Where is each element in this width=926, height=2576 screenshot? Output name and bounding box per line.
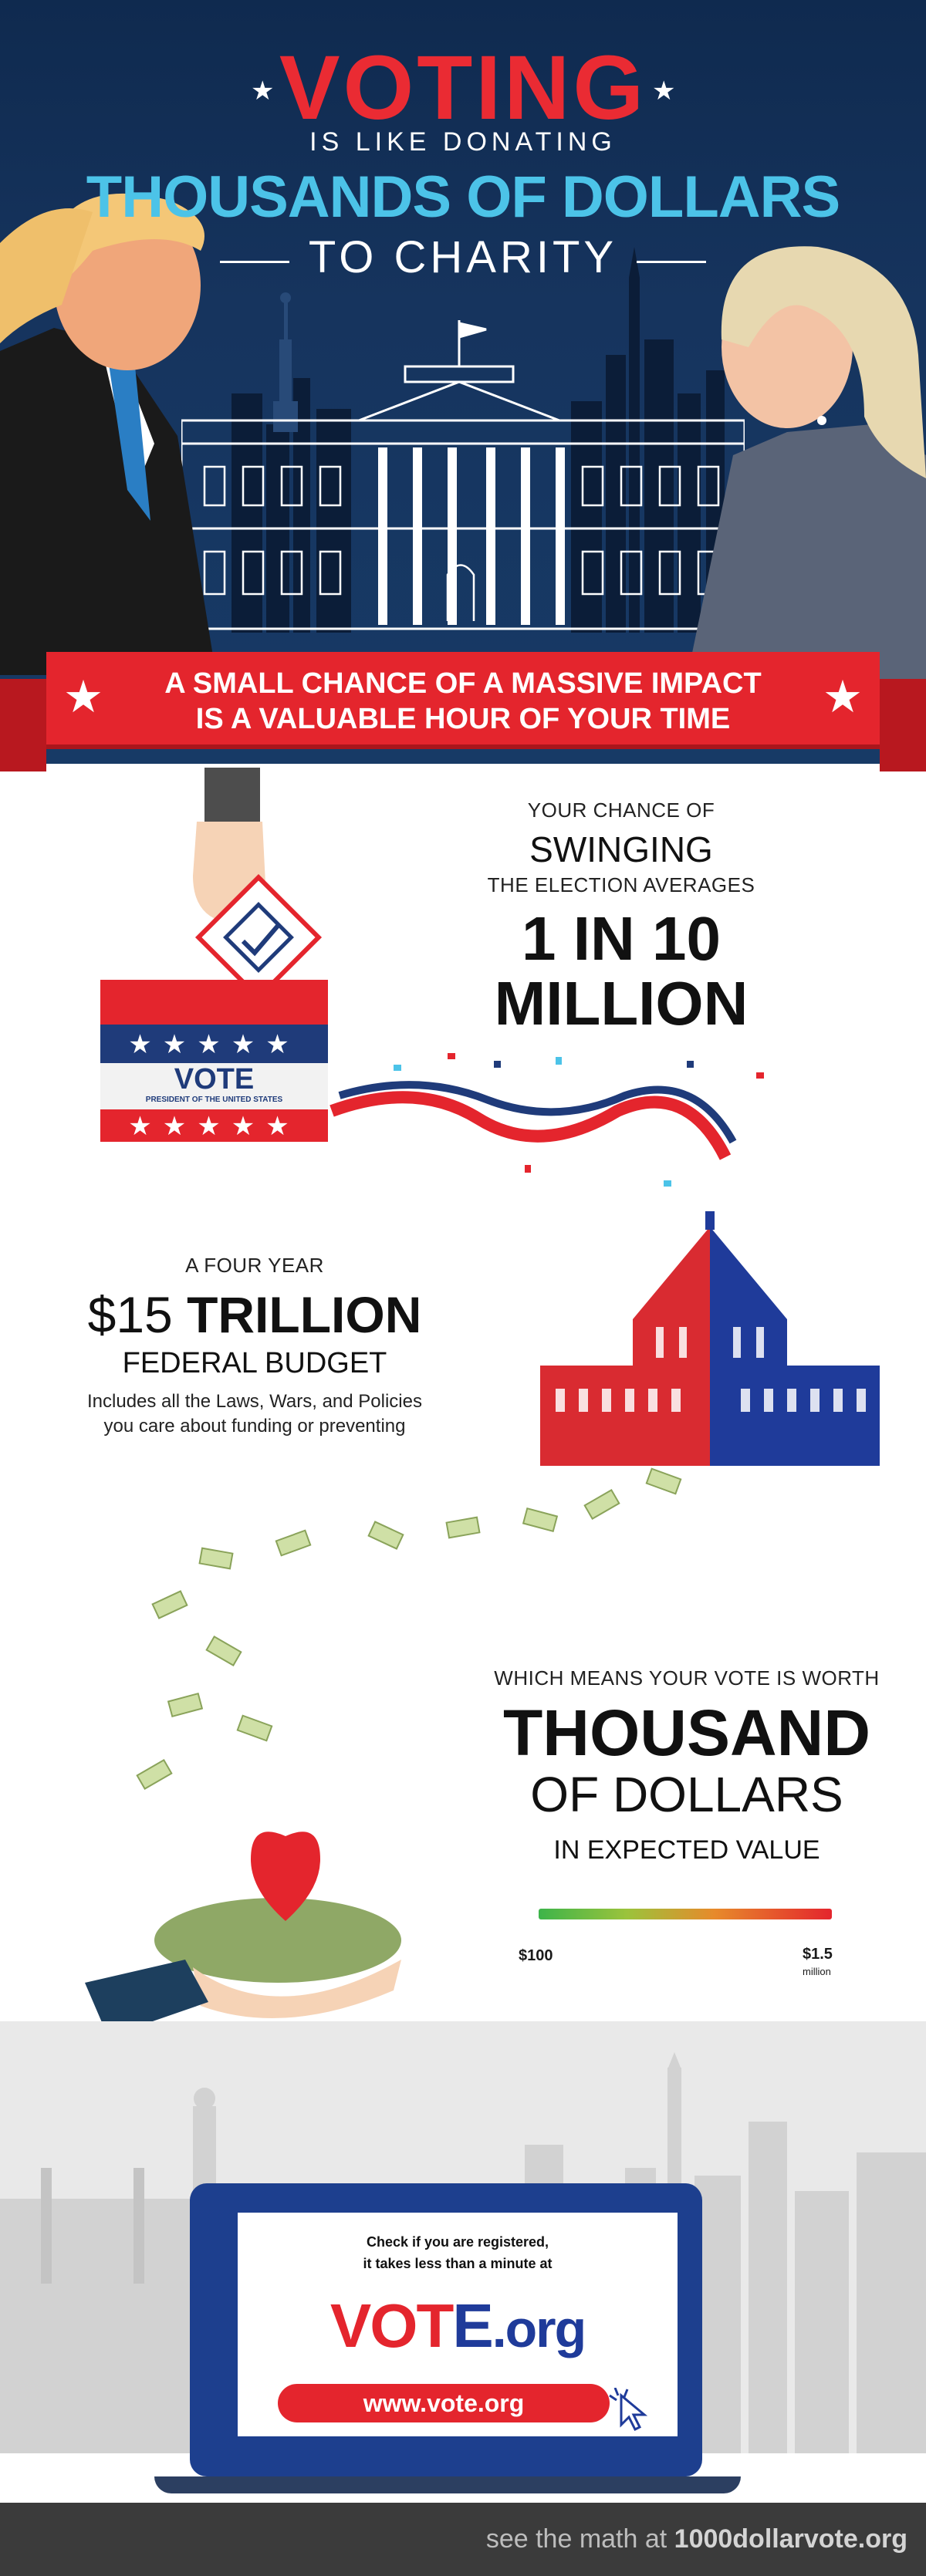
ballot-box-president-label: PRESIDENT OF THE UNITED STATES <box>145 1096 283 1104</box>
scale-max-unit: million <box>803 1966 831 1977</box>
value-scale-bar <box>539 1909 832 1919</box>
statue-of-liberty-icon <box>273 292 298 432</box>
logo-vote-text: VOT <box>330 2291 454 2360</box>
banner-tail-left <box>0 679 46 771</box>
banner-line-2: IS A VALUABLE HOUR OF YOUR TIME <box>195 703 731 735</box>
budget-amount-prefix: $15 <box>87 1286 173 1343</box>
budget-text-block: A FOUR YEAR $15 TRILLION FEDERAL BUDGET … <box>73 1254 436 1437</box>
footer-site-link[interactable]: 1000dollarvote.org <box>674 2524 907 2554</box>
vote-org-logo[interactable]: VOTE.org <box>238 2295 678 2357</box>
header-hero: ★ VOTING ★ IS LIKE DONATING THOUSANDS OF… <box>0 0 926 764</box>
white-house-illustration <box>181 320 745 630</box>
budget-amount: $15 TRILLION <box>73 1284 436 1345</box>
budget-amount-word: TRILLION <box>187 1286 422 1343</box>
ballot-box-stars-top-icon: ★★★★★ <box>128 1030 300 1059</box>
banner-star-right-icon: ★ <box>823 672 863 722</box>
laptop-base <box>154 2476 741 2493</box>
ballot-box-stars-band: ★★★★★ <box>100 1025 328 1063</box>
worth-text-block: WHICH MEANS YOUR VOTE IS WORTH THOUSAND … <box>478 1666 895 1865</box>
right-candidate-portrait <box>687 246 926 679</box>
ribbon-confetti-illustration <box>330 1053 764 1187</box>
worth-line-4: IN EXPECTED VALUE <box>553 1835 820 1865</box>
title-thousands-of-dollars: THOUSANDS OF DOLLARS <box>86 164 840 230</box>
logo-org-text: .org <box>492 2300 586 2358</box>
registration-line-2: it takes less than a minute at <box>363 2256 553 2271</box>
worth-big-1: THOUSAND <box>503 1697 870 1769</box>
ballot-box-label-band <box>100 1063 328 1109</box>
cursor-click-icon <box>609 2388 648 2432</box>
banner-tail-right <box>880 679 926 771</box>
hand-holding-heart-illustration <box>85 1832 401 2037</box>
banner-line-1: A SMALL CHANCE OF A MASSIVE IMPACT <box>164 667 762 700</box>
ballot-box-vote-label: VOTE <box>174 1063 255 1096</box>
capitol-building-illustration <box>540 1211 880 1466</box>
title-to-charity: TO CHARITY <box>308 232 618 282</box>
chance-line-1: YOUR CHANCE OF <box>527 798 715 822</box>
title-is-like-donating: IS LIKE DONATING <box>309 127 617 157</box>
budget-desc-1: Includes all the Laws, Wars, and Policie… <box>87 1391 422 1412</box>
left-candidate-portrait <box>0 193 216 675</box>
title-voting: VOTING <box>279 37 647 139</box>
title-star-left-icon: ★ <box>251 76 275 106</box>
chance-swinging: SWINGING <box>529 829 713 869</box>
banner-star-left-icon: ★ <box>63 672 103 722</box>
ballot-box: ★★★★★ VOTE PRESIDENT OF THE UNITED STATE… <box>100 980 328 1142</box>
scale-min-label: $100 <box>519 1947 553 1964</box>
chance-text-block: YOUR CHANCE OF SWINGING THE ELECTION AVE… <box>440 798 803 1036</box>
logo-e-text: E <box>452 2291 493 2360</box>
budget-line-1: A FOUR YEAR <box>185 1254 324 1277</box>
hand-casting-ballot-illustration <box>193 768 323 1001</box>
footer-text: see the math at 1000dollarvote.org <box>486 2524 907 2554</box>
ballot-box-bottom: ★★★★★ <box>100 1109 328 1142</box>
footer-prefix: see the math at <box>485 2524 674 2554</box>
vote-org-url-button[interactable]: www.vote.org <box>278 2384 610 2422</box>
registration-prompt: Check if you are registered, it takes le… <box>238 2231 678 2274</box>
scale-max-label: $1.5 <box>803 1946 833 1963</box>
worth-line-1: WHICH MEANS YOUR VOTE IS WORTH <box>494 1666 880 1690</box>
chance-line-3: THE ELECTION AVERAGES <box>487 873 755 896</box>
ballot-box-stars-bottom-icon: ★★★★★ <box>128 1112 300 1141</box>
chance-big-1: 1 IN 10 <box>522 904 721 973</box>
title-rule-right <box>637 261 706 263</box>
banner-text: A SMALL CHANCE OF A MASSIVE IMPACT IS A … <box>46 666 880 737</box>
title-star-right-icon: ★ <box>652 76 676 106</box>
worth-big-2: OF DOLLARS <box>530 1767 843 1822</box>
title-rule-left <box>220 261 289 263</box>
ballot-box-top <box>100 980 328 1025</box>
tagline-banner: ★ A SMALL CHANCE OF A MASSIVE IMPACT IS … <box>46 652 880 744</box>
footer: see the math at 1000dollarvote.org <box>0 2503 926 2576</box>
budget-desc-2: you care about funding or preventing <box>103 1416 406 1437</box>
budget-line-3: FEDERAL BUDGET <box>122 1347 387 1379</box>
chance-big-2: MILLION <box>494 969 749 1038</box>
money-trail-illustration <box>136 1467 682 1791</box>
registration-line-1: Check if you are registered, <box>366 2234 549 2250</box>
